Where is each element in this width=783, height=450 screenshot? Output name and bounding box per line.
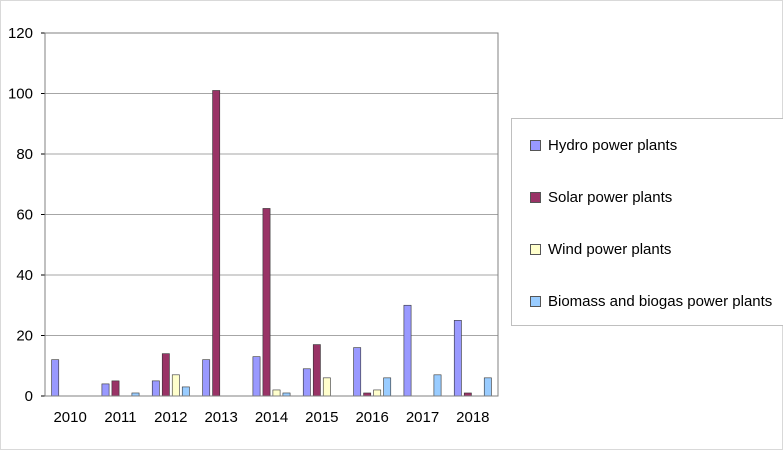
legend: Hydro power plants Solar power plants Wind… bbox=[511, 118, 783, 326]
legend-label: Wind power plants bbox=[548, 240, 672, 258]
x-tick-label: 2018 bbox=[456, 409, 489, 426]
x-tick-label: 2013 bbox=[204, 409, 237, 426]
y-tick-label: 80 bbox=[16, 146, 33, 163]
y-tick-label: 120 bbox=[8, 25, 33, 42]
y-tick-label: 0 bbox=[25, 388, 33, 405]
legend-swatch bbox=[530, 139, 541, 151]
bar-hydro-power-plants bbox=[101, 383, 110, 397]
x-tick-label: 2012 bbox=[154, 409, 187, 426]
bar-wind-power-plants bbox=[322, 377, 331, 397]
bar-hydro-power-plants bbox=[151, 380, 160, 397]
x-tick-label: 2011 bbox=[104, 409, 136, 426]
gridlines bbox=[45, 32, 498, 336]
legend-item: Solar power plants bbox=[530, 187, 672, 207]
bar-hydro-power-plants bbox=[51, 359, 60, 397]
legend-item: Biomass and biogas power plants bbox=[530, 291, 772, 311]
bar-solar-power-plants bbox=[212, 90, 221, 397]
legend-label: Solar power plants bbox=[548, 188, 673, 206]
bar-hydro-power-plants bbox=[453, 320, 462, 397]
bar-wind-power-plants bbox=[272, 389, 281, 397]
legend-label: Biomass and biogas power plants bbox=[548, 292, 773, 310]
bar-hydro-power-plants bbox=[302, 368, 311, 397]
bar-solar-power-plants bbox=[262, 208, 271, 397]
x-tick-label: 2015 bbox=[305, 409, 338, 426]
y-tick-label: 20 bbox=[16, 328, 33, 345]
bar-solar-power-plants bbox=[312, 344, 321, 397]
bar-hydro-power-plants bbox=[252, 356, 261, 397]
y-tick-label: 40 bbox=[16, 267, 33, 284]
bar-solar-power-plants bbox=[161, 353, 170, 397]
x-tick-label: 2014 bbox=[255, 409, 288, 426]
plot-area-border bbox=[44, 32, 499, 397]
y-axis-tick-labels: 0 20 40 60 80 100 120 bbox=[8, 25, 45, 405]
legend-swatch bbox=[530, 295, 541, 307]
bar-solar-power-plants bbox=[111, 380, 120, 397]
bar-biomass-and-biogas-power-plants bbox=[181, 386, 190, 397]
x-tick-label: 2010 bbox=[53, 409, 86, 426]
bar-wind-power-plants bbox=[171, 374, 180, 397]
legend-swatch bbox=[530, 243, 541, 255]
x-tick-label: 2016 bbox=[355, 409, 388, 426]
y-tick-label: 60 bbox=[16, 207, 33, 224]
bar-biomass-and-biogas-power-plants bbox=[483, 377, 492, 397]
bar-hydro-power-plants bbox=[353, 347, 362, 397]
bar-wind-power-plants bbox=[373, 389, 382, 397]
x-tick-label: 2017 bbox=[406, 409, 439, 426]
bar-biomass-and-biogas-power-plants bbox=[383, 377, 392, 397]
bar-hydro-power-plants bbox=[202, 359, 211, 397]
bar-hydro-power-plants bbox=[403, 304, 412, 397]
legend-label: Hydro power plants bbox=[548, 136, 678, 154]
y-tick-label: 100 bbox=[8, 86, 33, 103]
bars bbox=[51, 90, 492, 397]
bar-biomass-and-biogas-power-plants bbox=[433, 374, 442, 397]
x-axis-tick-labels: 2010 2011 2012 2013 2014 2015 2016 2017 2018 bbox=[53, 409, 489, 426]
legend-item: Hydro power plants bbox=[530, 135, 677, 155]
legend-item: Wind power plants bbox=[530, 239, 671, 259]
legend-swatch bbox=[530, 191, 541, 203]
